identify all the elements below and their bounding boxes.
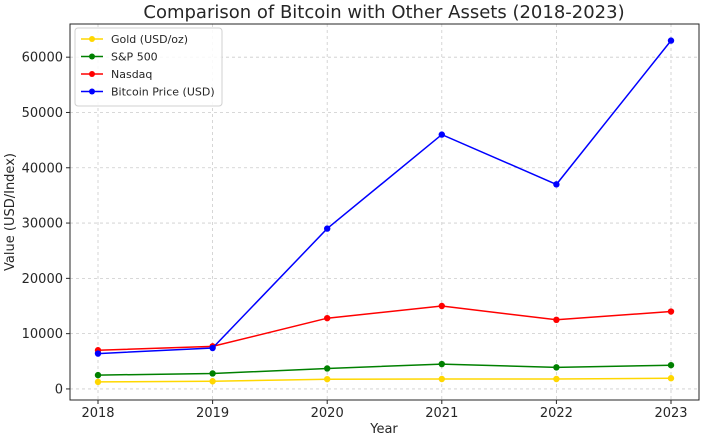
legend-swatch-marker [89,88,95,95]
x-axis-label: Year [369,422,398,437]
y-tick-label: 30000 [22,217,63,232]
data-point [94,350,102,357]
data-point [324,375,331,383]
legend-label: Bitcoin Price (USD) [111,86,215,99]
y-axis-label: Value (USD/Index) [3,153,18,271]
x-tick-label: 2018 [81,406,114,421]
legend-label: Gold (USD/oz) [111,33,188,46]
legend-swatch-marker [89,53,95,60]
data-point [667,37,675,44]
data-point [667,375,675,382]
x-tick-label: 2022 [540,406,573,421]
data-point [553,375,560,383]
chart-title: Comparison of Bitcoin with Other Assets … [143,2,624,23]
legend: Gold (USD/oz) S&P 500 Nasdaq Bitcoin Price … [74,27,223,107]
data-point [438,302,445,310]
data-point [324,225,331,232]
data-point [667,308,675,315]
y-tick-label: 50000 [22,106,63,121]
data-point [324,314,331,322]
data-point [553,364,560,371]
data-point [94,371,102,379]
plot-area [69,23,700,401]
y-tick-label: 0 [55,382,63,397]
y-tick-label: 10000 [22,327,63,342]
x-tick-label: 2020 [311,406,344,421]
data-point [324,365,331,372]
legend-item: Bitcoin Price (USD) [81,86,215,99]
data-point [553,316,560,324]
series-line [97,305,672,351]
grid-lines [70,24,699,400]
series [94,375,675,386]
legend-swatch-marker [89,71,95,77]
series-layer [94,37,675,386]
series [94,360,675,379]
y-tick-label: 20000 [22,272,63,287]
x-axis: 2018 2019 2020 2021 2022 2023 [81,400,688,421]
legend-item: Gold (USD/oz) [81,33,188,46]
data-point [438,375,445,383]
legend-item: S&P 500 [81,51,158,64]
legend-box [74,27,223,107]
legend-label: Nasdaq [111,68,152,81]
x-tick-label: 2021 [425,406,458,421]
legend-label: S&P 500 [111,51,158,64]
y-tick-label: 60000 [22,51,63,66]
data-point [94,378,102,386]
y-axis: 0 10000 20000 30000 40000 50000 60000 [22,51,70,397]
data-point [209,378,216,385]
legend-swatch-marker [89,36,95,42]
data-point [553,181,560,188]
y-tick-label: 40000 [22,161,63,176]
data-point [438,131,445,138]
x-tick-label: 2023 [654,406,687,421]
data-point [209,370,216,377]
series-line [97,40,672,355]
series-line [97,377,672,383]
series-line [97,363,672,376]
x-tick-label: 2019 [196,406,229,421]
series [94,302,675,354]
data-point [667,361,675,369]
series [94,37,675,357]
legend-item: Nasdaq [81,68,152,81]
data-point [438,360,445,368]
data-point [209,344,216,352]
